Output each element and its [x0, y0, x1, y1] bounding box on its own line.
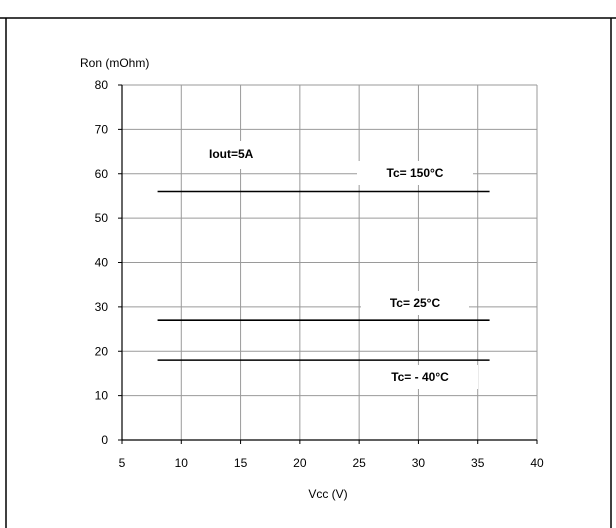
x-tick-label: 35: [471, 456, 485, 470]
x-tick-label: 40: [530, 456, 544, 470]
y-tick-label: 60: [95, 167, 109, 181]
x-tick-label: 25: [352, 456, 366, 470]
y-tick-label: 40: [95, 256, 109, 270]
axes: [118, 84, 538, 444]
x-tick-label: 20: [293, 456, 307, 470]
y-tick-label: 70: [95, 122, 109, 136]
x-tick-label: 15: [234, 456, 248, 470]
series-label-background: [361, 291, 469, 315]
series-lines: [157, 190, 490, 361]
x-axis-label: Vcc (V): [308, 487, 347, 501]
annotation-background: [185, 141, 295, 169]
series-label: Tc= 150°C: [387, 166, 444, 180]
x-tick-label: 30: [412, 456, 426, 470]
y-tick-label: 10: [95, 389, 109, 403]
y-tick-label: 30: [95, 300, 109, 314]
y-tick-label: 50: [95, 211, 109, 225]
x-tick-label: 5: [119, 456, 126, 470]
y-tick-labels: 0 10 20 30 40 50 60 70 80: [95, 78, 109, 447]
series-labels: Tc= 150°C Tc= 25°C Tc= - 40°C Iout=5A: [185, 141, 478, 389]
y-tick-label: 20: [95, 344, 109, 358]
y-axis-label: Ron (mOhm): [80, 56, 149, 70]
y-tick-label: 80: [95, 78, 109, 92]
annotation-label: Iout=5A: [209, 147, 254, 161]
y-tick-label: 0: [101, 433, 108, 447]
series-label-background: [362, 365, 478, 389]
x-tick-label: 10: [175, 456, 189, 470]
series-label: Tc= 25°C: [390, 296, 441, 310]
x-tick-labels: 5 10 15 20 25 30 35 40: [119, 456, 544, 470]
series-label-background: [357, 161, 473, 185]
series-label: Tc= - 40°C: [391, 370, 449, 384]
